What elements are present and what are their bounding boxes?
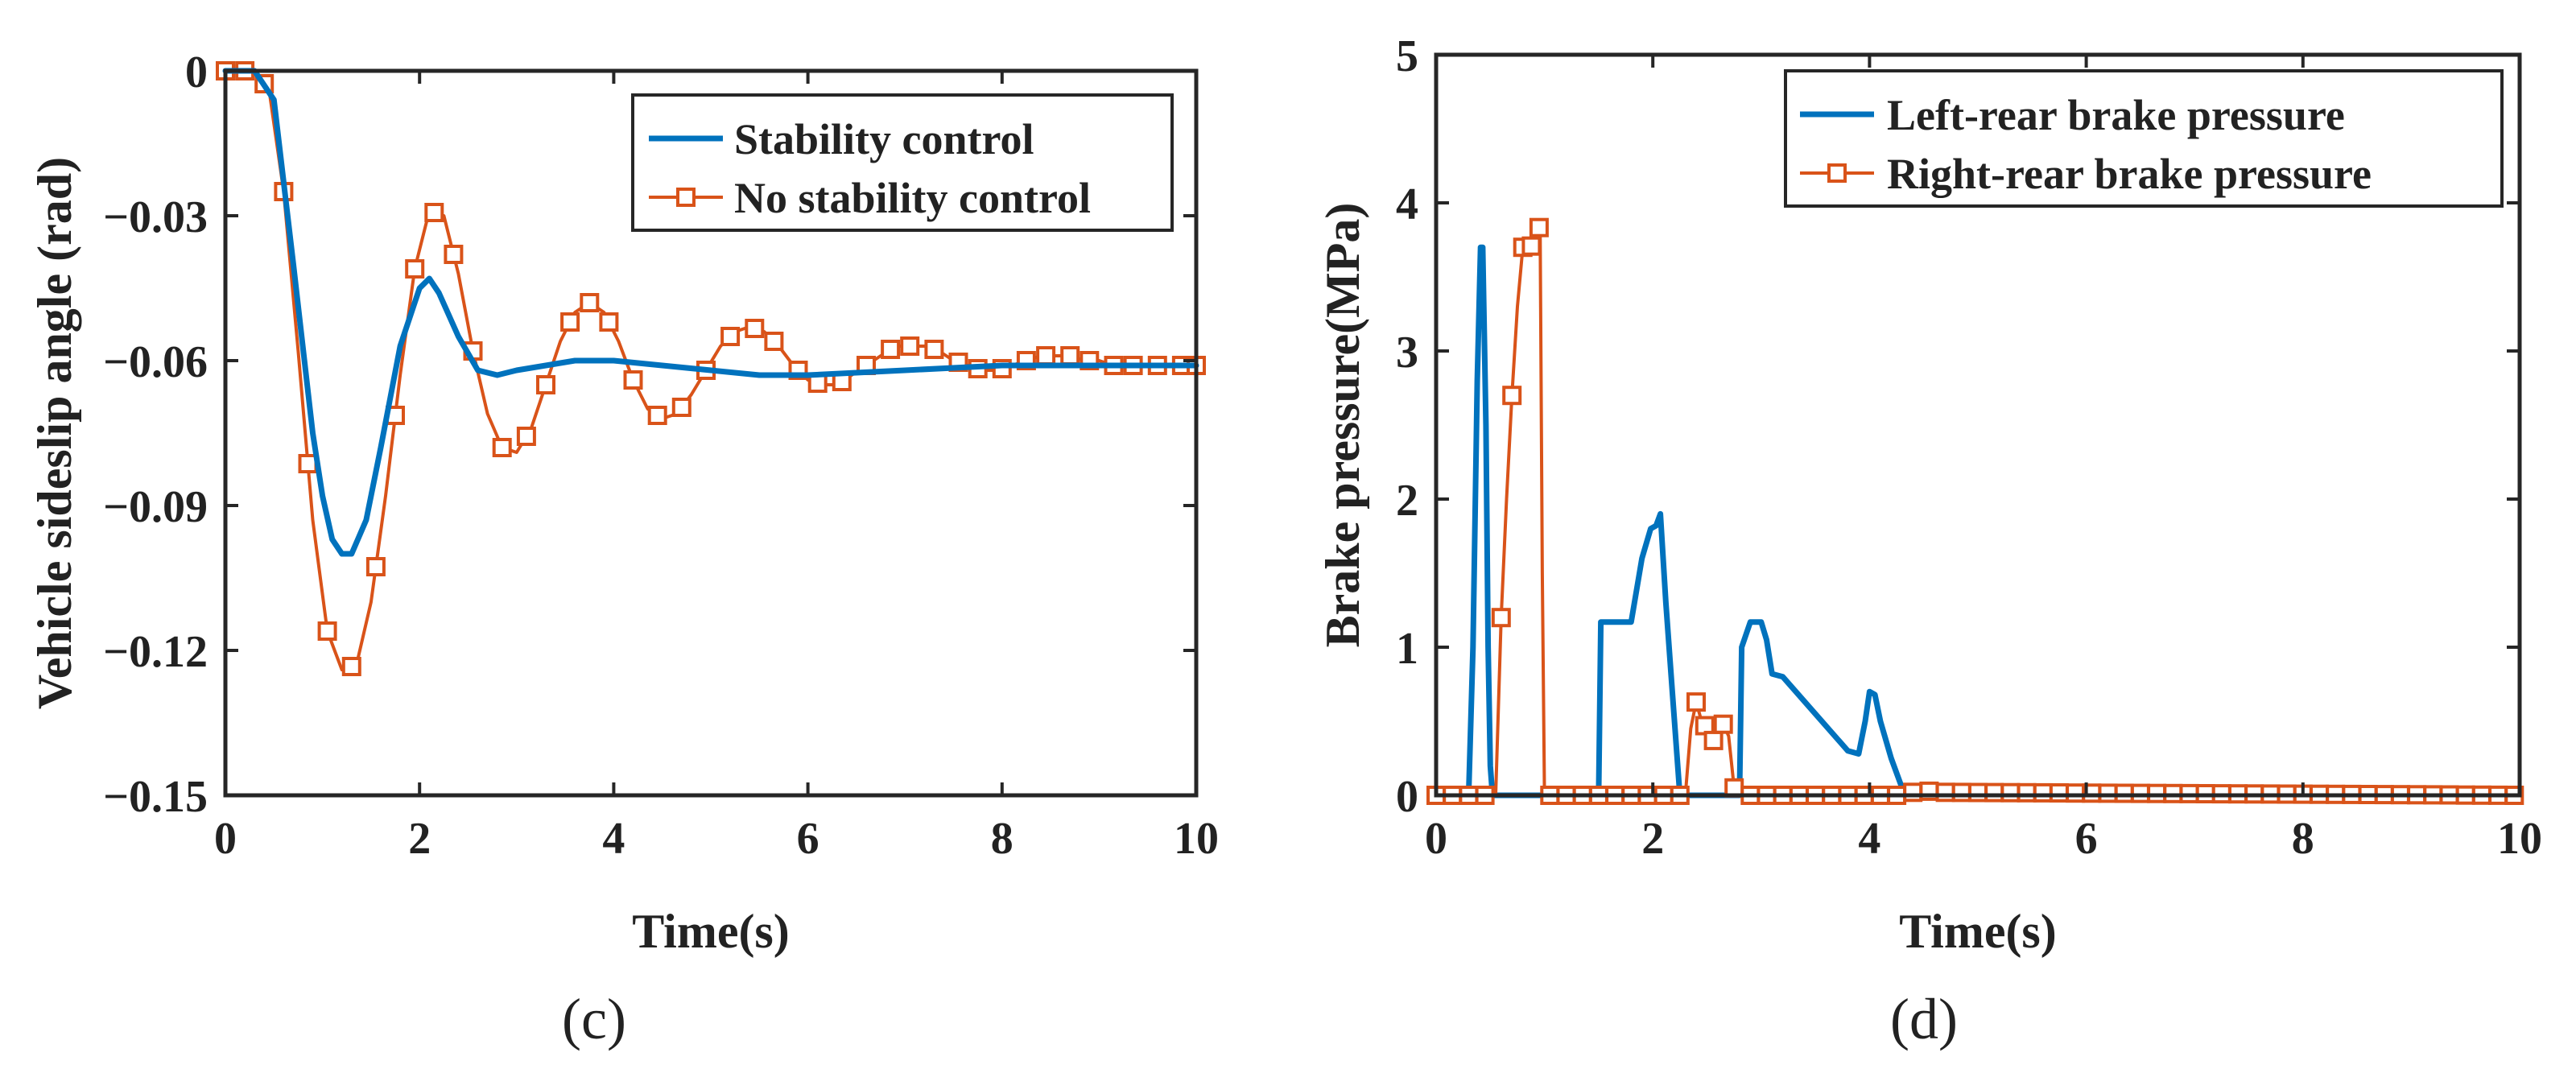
series-marker-d <box>1713 714 1733 734</box>
series-marker-d <box>1521 236 1542 256</box>
series-marker-d <box>1935 782 1955 803</box>
series-marker-c <box>492 438 512 457</box>
x-tick-label-d: 6 <box>2075 814 2098 864</box>
series-marker-c <box>745 319 765 338</box>
series-marker-c <box>516 427 536 446</box>
x-tick-label-d: 2 <box>1641 814 1664 864</box>
x-tick-label-c: 0 <box>214 814 237 864</box>
legend-d: Left-rear brake pressure Right-rear brak… <box>1784 69 2504 208</box>
legend-label-stability-control: Stability control <box>734 115 1034 163</box>
legend-box-c <box>631 93 1174 232</box>
legend-label-left-rear: Left-rear brake pressure <box>1887 91 2345 139</box>
caption-d: (d) <box>1890 987 1958 1051</box>
series-marker-d <box>2098 783 2118 803</box>
y-tick-label-d: 1 <box>1396 624 1418 674</box>
series-marker-c <box>444 245 464 264</box>
y-tick-label-d: 3 <box>1396 328 1418 378</box>
legend-c: Stability control No stability control <box>631 93 1174 232</box>
x-tick-label-d: 4 <box>1858 814 1880 864</box>
series-marker-d <box>1951 782 1971 803</box>
series-marker-c <box>599 312 619 332</box>
x-tick-label-c: 10 <box>1174 814 1219 864</box>
series-line-left-rear-brake-pressure <box>1433 244 2523 799</box>
series-marker-c <box>881 340 901 359</box>
series-marker-c <box>424 203 444 222</box>
x-tick-label-d: 8 <box>2292 814 2314 864</box>
axes-box-c <box>223 68 1199 798</box>
series-marker-c <box>1060 346 1080 365</box>
y-tick-label-d: 4 <box>1396 180 1418 229</box>
panel-c: 0 2 4 6 8 10 0 −0.03 −0.06 −0.09 −0.12 −0.15 Time(s… <box>28 47 1219 1051</box>
series-marker-c <box>341 657 361 676</box>
y-axis-label-d: Brake pressure(MPa) <box>1316 203 1369 648</box>
series-marker-c <box>536 375 555 394</box>
x-tick-label-c: 2 <box>408 814 431 864</box>
series-marker-d <box>1529 217 1549 237</box>
x-tick-label-d: 10 <box>2497 814 2542 864</box>
series-marker-d <box>2017 782 2037 803</box>
series-line-stability-control <box>222 68 1199 557</box>
y-tick-label-c: 0 <box>185 47 208 97</box>
series-marker-d <box>1903 782 1923 803</box>
y-tick-label-c: −0.03 <box>103 192 208 242</box>
caption-c: (c) <box>562 987 626 1051</box>
series-marker-d <box>2066 783 2086 803</box>
series-marker-c <box>764 332 784 351</box>
series-marker-c <box>671 398 691 417</box>
series-marker-c <box>560 312 580 332</box>
panel-d: 0 2 4 6 8 10 0 1 2 3 4 5 Time(s) Brake pressure(MPa… <box>1316 31 2542 1051</box>
x-tick-label-c: 8 <box>991 814 1013 864</box>
series-marker-d <box>2049 783 2069 803</box>
y-tick-label-d: 5 <box>1396 31 1418 81</box>
series-marker-d <box>2033 782 2053 803</box>
y-axis-label-c: Vehicle sideslip angle (rad) <box>28 157 81 709</box>
series-marker-d <box>1968 782 1988 803</box>
y-tick-label-d: 0 <box>1396 772 1418 822</box>
series-marker-c <box>647 406 667 425</box>
x-axis-label-c: Time(s) <box>632 905 790 958</box>
series-marker-d <box>1502 386 1522 406</box>
x-tick-label-c: 6 <box>797 814 819 864</box>
series-marker-c <box>317 621 337 641</box>
x-axis-label-d: Time(s) <box>1899 905 2057 958</box>
x-tick-label-c: 4 <box>602 814 625 864</box>
legend-box-d <box>1784 69 2504 208</box>
legend-label-right-rear: Right-rear brake pressure <box>1887 150 2372 198</box>
y-tick-label-d: 2 <box>1396 476 1418 526</box>
series-marker-d <box>1491 608 1511 628</box>
series-marker-c <box>924 340 944 359</box>
legend-marker-no-stability-control <box>676 188 696 207</box>
series-marker-c <box>405 259 425 279</box>
x-tick-label-d: 0 <box>1425 814 1447 864</box>
y-tick-label-c: −0.06 <box>103 337 208 387</box>
y-tick-label-c: −0.12 <box>103 627 208 677</box>
series-marker-c <box>580 293 600 312</box>
series-marker-c <box>623 370 643 390</box>
y-tick-label-c: −0.09 <box>103 482 208 532</box>
series-marker-d <box>1984 782 2004 803</box>
axes-box-d <box>1434 52 2522 798</box>
series-marker-c <box>298 454 318 473</box>
y-tick-label-c: −0.15 <box>103 772 208 822</box>
series-marker-d <box>1686 692 1706 712</box>
series-marker-d <box>2000 782 2021 803</box>
series-marker-c <box>365 557 386 576</box>
legend-marker-right-rear <box>1827 163 1847 183</box>
series-marker-c <box>1036 346 1056 365</box>
series-marker-d <box>1703 730 1724 750</box>
legend-label-no-stability-control: No stability control <box>734 174 1091 222</box>
series-marker-c <box>900 336 920 356</box>
series-marker-c <box>720 327 741 346</box>
